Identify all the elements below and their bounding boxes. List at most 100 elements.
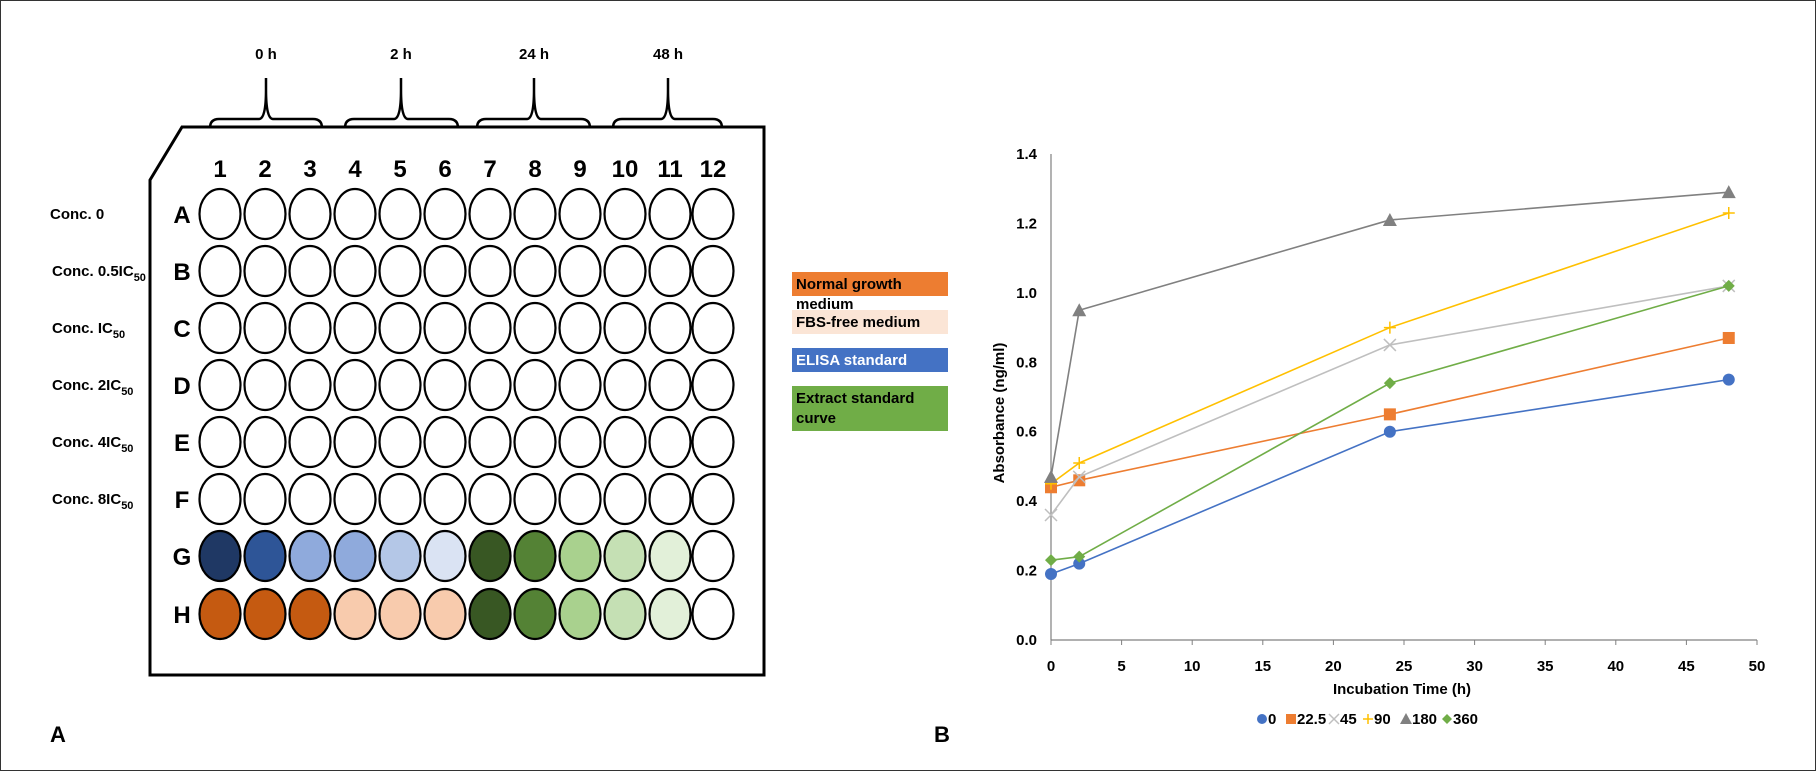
row-label-b: B xyxy=(173,259,190,286)
well-b5 xyxy=(378,244,422,298)
well-h4 xyxy=(333,587,377,641)
well-g10 xyxy=(603,529,647,583)
well-h3 xyxy=(288,587,332,641)
well-e8 xyxy=(513,415,557,469)
well-e7 xyxy=(468,415,512,469)
conc-label-4: Conc. 4IC50 xyxy=(52,434,133,455)
well-f1 xyxy=(198,472,242,526)
column-label-11: 11 xyxy=(657,156,682,183)
well-e11 xyxy=(648,415,692,469)
well-f9 xyxy=(558,472,602,526)
row-label-g: G xyxy=(173,544,192,571)
conc-label-5: Conc. 8IC50 xyxy=(52,491,133,512)
row-label-e: E xyxy=(174,430,190,457)
legend-fbs-free-medium: FBS-free medium xyxy=(792,310,948,334)
well-f6 xyxy=(423,472,467,526)
well-a9 xyxy=(558,187,602,241)
time-group-labels: 0 h 2 h 24 h 48 h xyxy=(255,46,683,63)
well-a4 xyxy=(333,187,377,241)
well-a11 xyxy=(648,187,692,241)
well-b12 xyxy=(691,244,735,298)
well-f2 xyxy=(243,472,287,526)
well-b9 xyxy=(558,244,602,298)
well-g8 xyxy=(513,529,557,583)
well-b7 xyxy=(468,244,512,298)
column-labels: 1 2 3 4 5 6 7 8 9 10 11 12 xyxy=(213,156,726,183)
column-label-5: 5 xyxy=(393,156,406,183)
time-bracket-3 xyxy=(611,78,724,162)
well-b10 xyxy=(603,244,647,298)
well-h10 xyxy=(603,587,647,641)
well-d8 xyxy=(513,358,557,412)
well-d9 xyxy=(558,358,602,412)
well-b2 xyxy=(243,244,287,298)
well-h6 xyxy=(423,587,467,641)
well-h11 xyxy=(648,587,692,641)
well-d2 xyxy=(243,358,287,412)
well-b1 xyxy=(198,244,242,298)
well-e12 xyxy=(691,415,735,469)
well-g3 xyxy=(288,529,332,583)
well-b4 xyxy=(333,244,377,298)
row-label-c: C xyxy=(173,316,190,343)
panel-label-a: A xyxy=(50,722,66,747)
well-e4 xyxy=(333,415,377,469)
well-c12 xyxy=(691,301,735,355)
well-a7 xyxy=(468,187,512,241)
well-e2 xyxy=(243,415,287,469)
column-label-8: 8 xyxy=(528,156,541,183)
conc-label-0: Conc. 0 xyxy=(50,206,104,223)
well-f10 xyxy=(603,472,647,526)
column-label-1: 1 xyxy=(213,156,226,183)
well-h5 xyxy=(378,587,422,641)
row-label-h: H xyxy=(173,602,190,629)
conc-label-3: Conc. 2IC50 xyxy=(52,377,133,398)
well-g7 xyxy=(468,529,512,583)
well-d6 xyxy=(423,358,467,412)
well-h12 xyxy=(691,587,735,641)
well-g5 xyxy=(378,529,422,583)
time-group-label-3: 48 h xyxy=(653,46,683,63)
well-c7 xyxy=(468,301,512,355)
well-a12 xyxy=(691,187,735,241)
row-label-d: D xyxy=(173,373,190,400)
well-f3 xyxy=(288,472,332,526)
well-d11 xyxy=(648,358,692,412)
well-g6 xyxy=(423,529,467,583)
well-a3 xyxy=(288,187,332,241)
well-a10 xyxy=(603,187,647,241)
well-c5 xyxy=(378,301,422,355)
panel-label-b: B xyxy=(934,722,950,747)
well-c2 xyxy=(243,301,287,355)
wells-grid xyxy=(198,187,735,641)
well-g4 xyxy=(333,529,377,583)
well-b8 xyxy=(513,244,557,298)
well-d3 xyxy=(288,358,332,412)
well-b6 xyxy=(423,244,467,298)
well-c8 xyxy=(513,301,557,355)
well-c1 xyxy=(198,301,242,355)
time-group-label-1: 2 h xyxy=(390,46,412,63)
column-label-9: 9 xyxy=(573,156,586,183)
well-f4 xyxy=(333,472,377,526)
well-c9 xyxy=(558,301,602,355)
concentration-labels: Conc. 0 Conc. 0.5IC50 Conc. IC50 Conc. 2IC5… xyxy=(50,206,146,512)
row-labels: A B C D E F G H xyxy=(173,202,192,629)
time-bracket-2 xyxy=(475,78,592,162)
time-bracket-1 xyxy=(343,78,460,162)
well-a5 xyxy=(378,187,422,241)
conc-label-1: Conc. 0.5IC50 xyxy=(52,263,146,284)
row-label-f: F xyxy=(175,487,190,514)
time-group-label-2: 24 h xyxy=(519,46,549,63)
well-g11 xyxy=(648,529,692,583)
legend-elisa-standard-curve: ELISA standard curve xyxy=(792,348,948,389)
well-a8 xyxy=(513,187,557,241)
time-group-label-0: 0 h xyxy=(255,46,277,63)
well-b3 xyxy=(288,244,332,298)
well-h2 xyxy=(243,587,287,641)
well-e9 xyxy=(558,415,602,469)
time-bracket-0 xyxy=(208,78,324,162)
time-brackets xyxy=(208,78,724,162)
well-d5 xyxy=(378,358,422,412)
